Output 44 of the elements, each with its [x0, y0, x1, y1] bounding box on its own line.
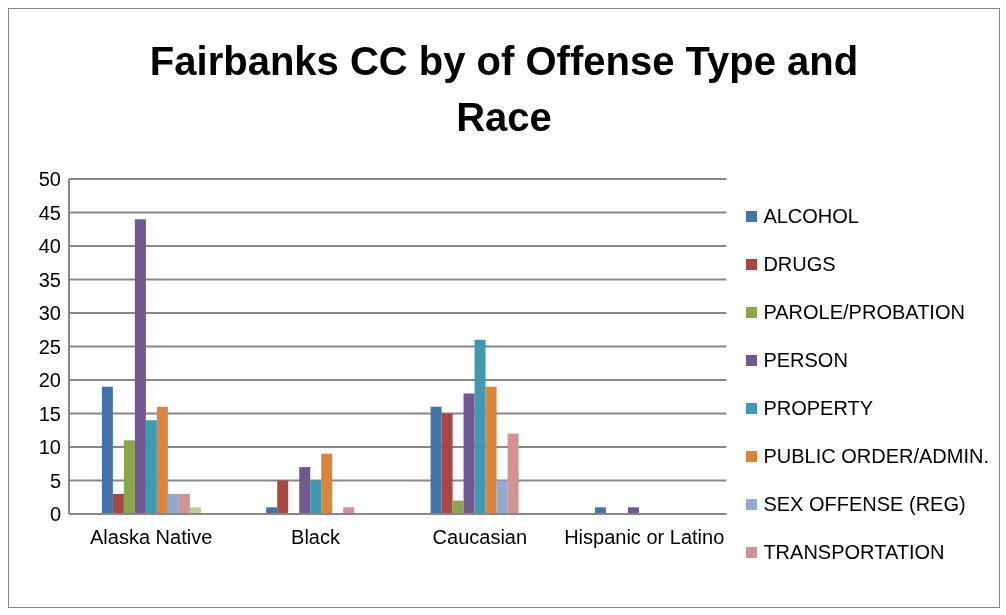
chart-title: Fairbanks CC by of Offense Type and Race — [148, 38, 860, 141]
bar — [310, 480, 322, 514]
bar — [299, 467, 311, 514]
legend-label: PERSON — [763, 348, 848, 372]
legend-label: TRANSPORTATION — [763, 540, 945, 564]
x-tick-label: Black — [291, 526, 341, 549]
legend-label: PROPERTY — [763, 396, 874, 420]
y-tick-label: 5 — [49, 469, 61, 492]
legend-label: DRUGS — [763, 252, 836, 276]
y-tick-label: 20 — [38, 369, 61, 392]
bar — [321, 453, 333, 514]
bar — [156, 406, 168, 514]
bar — [101, 386, 113, 514]
y-tick-label: 40 — [38, 235, 61, 258]
bar — [145, 420, 157, 514]
bar — [277, 480, 289, 514]
bar — [430, 406, 442, 514]
x-tick-label: Caucasian — [432, 526, 528, 549]
y-tick-label: 10 — [38, 436, 61, 459]
bar — [178, 493, 190, 514]
bar — [507, 433, 519, 514]
bar — [496, 480, 508, 514]
x-tick-label: Hispanic or Latino — [564, 526, 725, 549]
legend-label: PUBLIC ORDER/ADMIN. — [763, 444, 989, 468]
legend-label: SEX OFFENSE (REG) — [763, 492, 966, 516]
bar — [134, 219, 146, 514]
y-tick-label: 50 — [38, 168, 61, 191]
x-tick-label: Alaska Native — [90, 526, 213, 549]
y-tick-label: 15 — [38, 402, 61, 425]
legend-label: ALCOHOL — [763, 204, 859, 228]
bar — [112, 493, 124, 514]
y-tick-label: 45 — [38, 201, 61, 224]
bar — [485, 386, 497, 514]
y-tick-label: 35 — [38, 268, 61, 291]
y-tick-label: 30 — [38, 302, 61, 325]
bar — [123, 440, 135, 514]
bar — [463, 393, 475, 514]
bar — [441, 413, 453, 514]
bar — [452, 500, 464, 514]
y-tick-label: 0 — [49, 503, 61, 526]
bar — [474, 339, 486, 514]
y-tick-label: 25 — [38, 335, 61, 358]
legend-label: PAROLE/PROBATION — [763, 300, 965, 324]
bar — [167, 493, 179, 514]
